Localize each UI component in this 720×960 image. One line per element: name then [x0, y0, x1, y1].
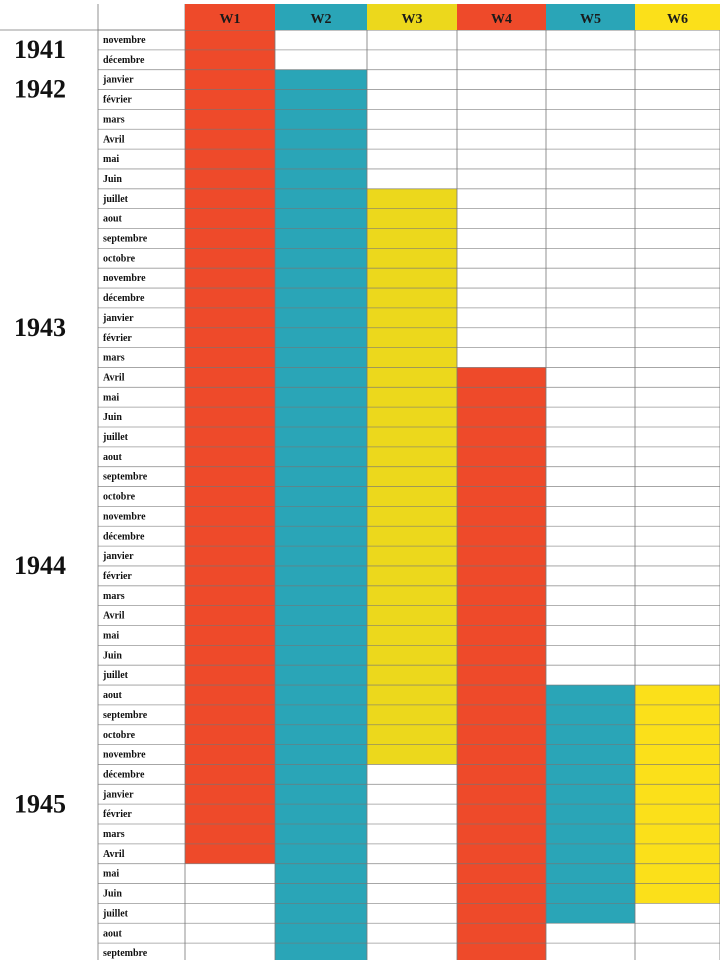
month-label: Avril	[103, 611, 125, 622]
month-label: septembre	[103, 948, 148, 959]
month-label: mars	[103, 591, 125, 602]
month-label: novembre	[103, 273, 146, 284]
month-label: mai	[103, 154, 119, 165]
month-label: septembre	[103, 472, 148, 483]
column-label-w2: W2	[311, 12, 332, 27]
month-label: décembre	[103, 55, 145, 66]
month-label: Juin	[103, 412, 122, 423]
month-label: juillet	[102, 670, 129, 681]
column-header-w1	[185, 4, 275, 30]
month-label: Juin	[103, 650, 122, 661]
month-label: février	[103, 95, 132, 106]
column-label-w3: W3	[402, 12, 423, 27]
year-label-1941: 1941	[14, 35, 66, 64]
month-label: Avril	[103, 134, 125, 145]
year-label-1942: 1942	[14, 75, 66, 104]
column-label-w6: W6	[667, 12, 688, 27]
bar-w4	[457, 367, 546, 960]
year-label-1944: 1944	[14, 551, 66, 580]
month-label: janvier	[102, 551, 134, 562]
month-label: aout	[103, 214, 123, 225]
month-label: novembre	[103, 35, 146, 46]
month-label: Juin	[103, 174, 122, 185]
month-label: décembre	[103, 293, 145, 304]
month-label: juillet	[102, 908, 129, 919]
column-header-w4	[457, 4, 546, 30]
bar-w3	[367, 188, 457, 765]
month-label: novembre	[103, 750, 146, 761]
month-label: aout	[103, 690, 123, 701]
month-label: Juin	[103, 889, 122, 900]
year-label-1945: 1945	[14, 789, 66, 818]
month-label: mai	[103, 869, 119, 880]
month-label: octobre	[103, 253, 136, 264]
month-label: septembre	[103, 234, 148, 245]
month-label: octobre	[103, 730, 136, 741]
month-label: juillet	[102, 432, 129, 443]
month-label: septembre	[103, 710, 148, 721]
month-label: Avril	[103, 849, 125, 860]
month-label: janvier	[102, 789, 134, 800]
month-label: aout	[103, 452, 123, 463]
column-header-w5	[546, 4, 635, 30]
month-label: février	[103, 809, 132, 820]
month-label: janvier	[102, 75, 134, 86]
month-label: novembre	[103, 511, 146, 522]
month-label: aout	[103, 928, 123, 939]
bar-w2	[275, 69, 367, 960]
month-label: mai	[103, 631, 119, 642]
column-label-w4: W4	[491, 12, 512, 27]
bar-w6	[635, 685, 720, 904]
month-label: décembre	[103, 531, 145, 542]
month-label: mars	[103, 829, 125, 840]
month-label: juillet	[102, 194, 129, 205]
month-label: mars	[103, 114, 125, 125]
column-header-w6	[635, 4, 720, 30]
month-label: Avril	[103, 372, 125, 383]
month-label: mars	[103, 353, 125, 364]
month-label: mai	[103, 392, 119, 403]
month-label: février	[103, 333, 132, 344]
column-label-w1: W1	[220, 12, 241, 27]
column-header-w3	[367, 4, 457, 30]
column-label-w5: W5	[580, 12, 601, 27]
month-label: février	[103, 571, 132, 582]
month-label: décembre	[103, 769, 145, 780]
month-label: octobre	[103, 492, 136, 503]
year-label-1943: 1943	[14, 313, 66, 342]
column-header-w2	[275, 4, 367, 30]
month-label: janvier	[102, 313, 134, 324]
